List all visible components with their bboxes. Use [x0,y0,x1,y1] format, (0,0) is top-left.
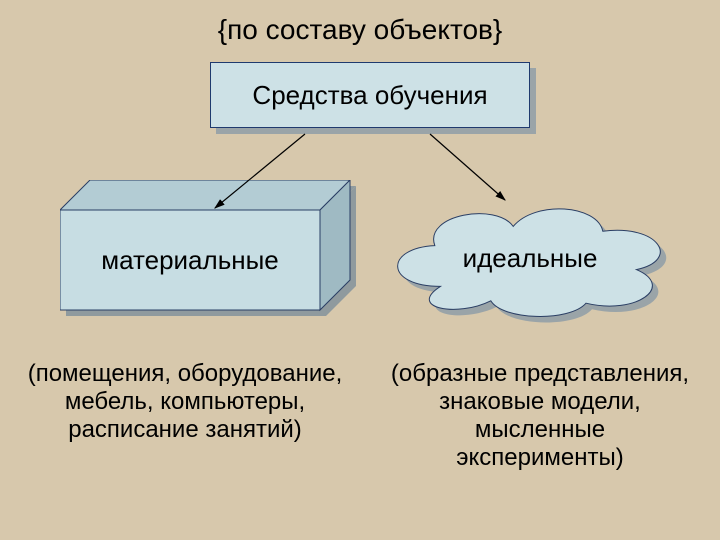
ideal-caption: (образные представления, знаковые модели… [390,360,690,472]
material-label: материальные [60,245,320,276]
material-cuboid: материальные [60,180,358,318]
diagram-title: {по составу объектов} [0,14,720,46]
ideal-cloud: идеальные [390,200,680,330]
root-box-label: Средства обучения [252,80,487,111]
ideal-label: идеальные [390,243,670,274]
root-box: Средства обучения [210,62,530,128]
material-caption: (помещения, оборудование, мебель, компью… [20,360,350,444]
